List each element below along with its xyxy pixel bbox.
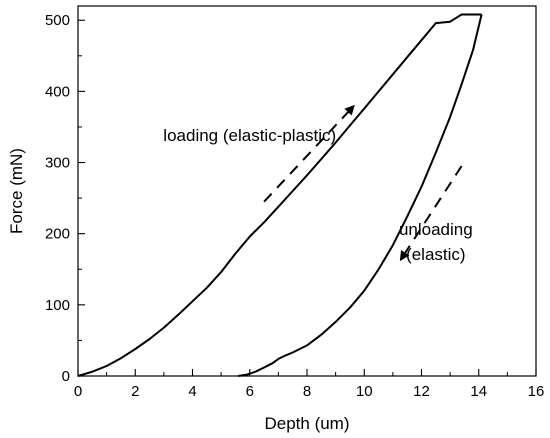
- x-tick-label: 4: [188, 383, 196, 400]
- y-tick-label: 300: [45, 155, 70, 172]
- annotations: loading (elastic-plastic) unloading (elast…: [163, 104, 473, 264]
- annotation-label: (elastic): [406, 245, 466, 264]
- x-tick-label: 10: [356, 383, 373, 400]
- x-tick-label: 6: [246, 383, 254, 400]
- annotation-label: unloading: [399, 220, 473, 239]
- y-tick-label: 100: [45, 297, 70, 314]
- annotation-label: loading (elastic-plastic): [163, 126, 336, 145]
- x-tick-label: 0: [74, 383, 82, 400]
- unloading-curve: [238, 14, 483, 377]
- y-tick-label: 0: [62, 368, 70, 385]
- x-tick-label: 12: [413, 383, 430, 400]
- x-tick-label: 16: [528, 383, 545, 400]
- x-axis-label: Depth (um): [264, 414, 349, 433]
- y-tick-label: 400: [45, 83, 70, 100]
- y-tick-label: 500: [45, 12, 70, 29]
- data-series: [77, 13, 483, 377]
- loading-arrow: [263, 104, 355, 203]
- plot-frame: [77, 5, 537, 377]
- y-axis-label: Force (mN): [7, 148, 26, 234]
- loading-curve: [77, 13, 482, 377]
- y-tick-label: 200: [45, 226, 70, 243]
- x-tick-label: 2: [131, 383, 139, 400]
- x-tick-label: 14: [470, 383, 487, 400]
- x-tick-label: 8: [303, 383, 311, 400]
- axis-ticks: 0 2 4 6 8 10 12 14 16 0 100 200 300 400 500: [45, 12, 544, 400]
